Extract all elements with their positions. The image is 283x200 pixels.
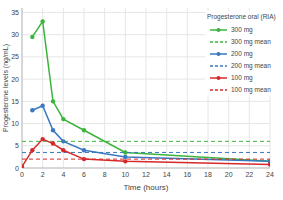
x-tick-label: 16 (183, 171, 191, 178)
point (30, 35, 34, 39)
x-tick-label: 20 (225, 171, 233, 178)
legend-label: 300 mg (231, 26, 253, 34)
x-tick-label: 10 (121, 171, 129, 178)
point (30, 108, 34, 112)
y-axis (22, 8, 23, 168)
y-tick-label: 15 (11, 98, 19, 105)
grid-line (187, 8, 188, 168)
point (40, 104, 44, 108)
grid-line (42, 8, 43, 168)
grid-line (166, 8, 167, 168)
point (61, 139, 65, 143)
grid-line (146, 8, 147, 168)
series-line (22, 159, 270, 160)
y-tick-label: 0 (15, 165, 19, 172)
series-line (22, 152, 270, 153)
y-tick-label: 20 (11, 76, 19, 83)
x-tick-label: 24 (266, 171, 274, 178)
y-tick-label: 30 (11, 31, 19, 38)
x-tick-label: 18 (204, 171, 212, 178)
legend-label: 100 mg (231, 74, 253, 82)
y-axis-title: Progesterone levels (ng/mL) (2, 44, 10, 132)
legend-label: 200 mg (231, 50, 253, 58)
x-tick-label: 8 (103, 171, 107, 178)
grid-line (125, 8, 126, 168)
series-line (22, 141, 270, 142)
point (30, 148, 34, 152)
grid-line (22, 168, 270, 169)
point (82, 128, 86, 132)
x-axis (22, 168, 270, 169)
x-tick-label: 14 (163, 171, 171, 178)
x-tick-label: 2 (41, 171, 45, 178)
x-tick-label: 6 (82, 171, 86, 178)
point (40, 19, 44, 23)
point (123, 155, 127, 159)
legend: Progesterone oral (RIA) 300 mg 300 mg mean… (205, 11, 281, 96)
point (82, 148, 86, 152)
chart: 05101520253035024681012141618202224Time … (0, 0, 283, 200)
point (61, 148, 65, 152)
y-tick-label: 10 (11, 120, 19, 127)
legend-box (205, 11, 281, 96)
point (51, 141, 55, 145)
point (40, 137, 44, 141)
legend-label: 200 mg mean (231, 62, 271, 70)
grid-line (104, 8, 105, 168)
legend-swatch (210, 41, 227, 43)
legend-swatch (210, 89, 227, 91)
x-tick-label: 22 (245, 171, 253, 178)
x-tick-label: 0 (20, 171, 24, 178)
point (268, 162, 270, 166)
legend-marker (217, 28, 221, 32)
grid-line (63, 8, 64, 168)
y-tick-label: 35 (11, 9, 19, 16)
legend-label: 300 mg mean (231, 38, 271, 46)
legend-swatch (210, 65, 227, 67)
y-tick-label: 25 (11, 53, 19, 60)
legend-label: 100 mg mean (231, 86, 271, 94)
point (22, 164, 24, 168)
x-axis-title: Time (hours) (123, 183, 168, 192)
x-tick-label: 4 (61, 171, 65, 178)
point (51, 99, 55, 103)
point (61, 117, 65, 121)
legend-marker (217, 52, 221, 56)
point (123, 159, 127, 163)
legend-marker (217, 76, 221, 80)
y-tick-label: 5 (15, 142, 19, 149)
legend-title: Progesterone oral (RIA) (207, 13, 276, 21)
grid-line (84, 8, 85, 168)
point (51, 128, 55, 132)
x-tick-label: 12 (142, 171, 150, 178)
series-line (22, 139, 270, 167)
grid-line (22, 8, 23, 168)
